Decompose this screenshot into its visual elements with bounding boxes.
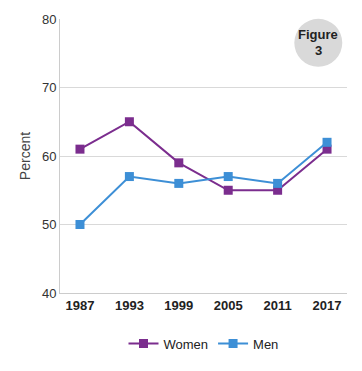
- svg-text:80: 80: [42, 12, 56, 27]
- svg-text:1999: 1999: [164, 298, 193, 313]
- svg-text:70: 70: [42, 80, 56, 95]
- svg-text:1987: 1987: [66, 298, 95, 313]
- svg-text:Men: Men: [253, 337, 278, 352]
- svg-text:Figure: Figure: [298, 27, 338, 42]
- svg-text:3: 3: [315, 43, 322, 58]
- svg-text:1993: 1993: [115, 298, 144, 313]
- svg-text:Percent: Percent: [17, 132, 33, 180]
- svg-text:40: 40: [42, 286, 56, 301]
- svg-text:2005: 2005: [214, 298, 243, 313]
- svg-text:Women: Women: [164, 337, 209, 352]
- svg-text:60: 60: [42, 149, 56, 164]
- svg-text:50: 50: [42, 217, 56, 232]
- svg-text:2011: 2011: [264, 298, 292, 313]
- svg-text:2017: 2017: [313, 298, 342, 313]
